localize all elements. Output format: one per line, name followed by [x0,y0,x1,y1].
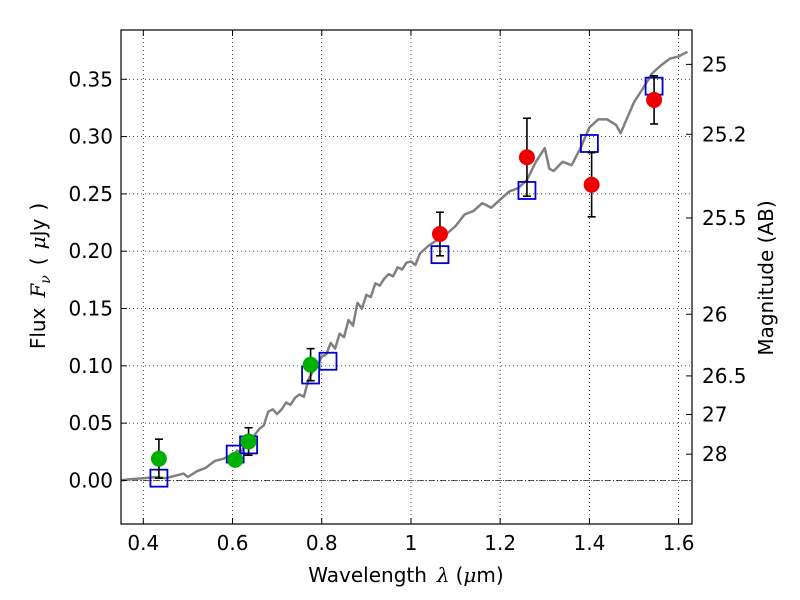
green-point [227,451,244,468]
x-tick-label: 0.4 [127,531,159,555]
y-axis-label-symbol: F [26,283,50,299]
observed-points [150,91,663,468]
y2-tick-label: 25.2 [702,122,747,146]
x-tick-label: 0.8 [306,531,338,555]
y-tick-label: 0.20 [68,239,113,263]
y-axis-label-subscript: ν [38,275,54,284]
y2-tick-label: 26.5 [702,364,747,388]
y-tick-label: 0.00 [68,468,113,492]
y-tick-label: 0.15 [68,297,113,321]
red-point [518,149,535,166]
y-axis-label-unit-close: ) [26,203,50,211]
x-axis-label-unit-rest: m) [476,563,503,587]
axis-ticks [121,30,692,524]
sed-line [120,50,689,482]
grid-lines [121,30,692,524]
x-tick-label: 1.2 [484,531,516,555]
y-axis-label-unit-rest: Jy [26,218,50,238]
y-axis-label-unit-open: ( [26,257,50,265]
x-axis-label-text: Wavelength [308,563,427,587]
green-point [240,433,257,450]
y2-tick-label: 26 [702,302,727,326]
y2-tick-labels: 25 25.2 25.5 26 26.5 27 28 [702,52,747,466]
x-axis-label-symbol: λ [436,563,450,587]
x-axis-label: Wavelength λ (μm) [308,563,503,587]
y-tick-labels: 0.00 0.05 0.10 0.15 0.20 0.25 0.30 0.35 [68,67,113,492]
red-point [431,226,448,243]
y2-tick-label: 25.5 [702,206,747,230]
x-tick-label: 1.6 [663,531,695,555]
red-point [583,176,600,193]
y-axis-label: Flux Fν ( μJy) [26,203,54,349]
y-tick-label: 0.25 [68,182,113,206]
model-square [318,351,338,371]
x-tick-label: 1 [405,531,418,555]
green-point [302,356,319,373]
x-tick-label: 1.4 [573,531,605,555]
y-tick-label: 0.05 [68,411,113,435]
y-tick-label: 0.35 [68,67,113,91]
x-axis-label-unit-open: ( [456,563,464,587]
plot-frame [120,29,693,525]
x-tick-labels: 0.4 0.6 0.8 1 1.2 1.4 1.6 [127,531,694,555]
error-bars [154,75,659,479]
x-tick-label: 0.6 [217,531,249,555]
y2-tick-label: 27 [702,403,727,427]
y2-axis-label: Magnitude (AB) [754,200,778,355]
red-point [646,91,663,108]
x-axis-label-unit-mu: μ [463,563,476,587]
y2-tick-label: 28 [702,442,727,466]
green-point [150,450,167,467]
model-sed-curve [120,50,689,482]
y-tick-label: 0.10 [68,354,113,378]
y-tick-label: 0.30 [68,125,113,149]
y2-tick-label: 25 [702,52,727,76]
y-axis-label-prefix: Flux [26,307,50,349]
y-axis-label-unit-mu: μ [26,236,50,249]
